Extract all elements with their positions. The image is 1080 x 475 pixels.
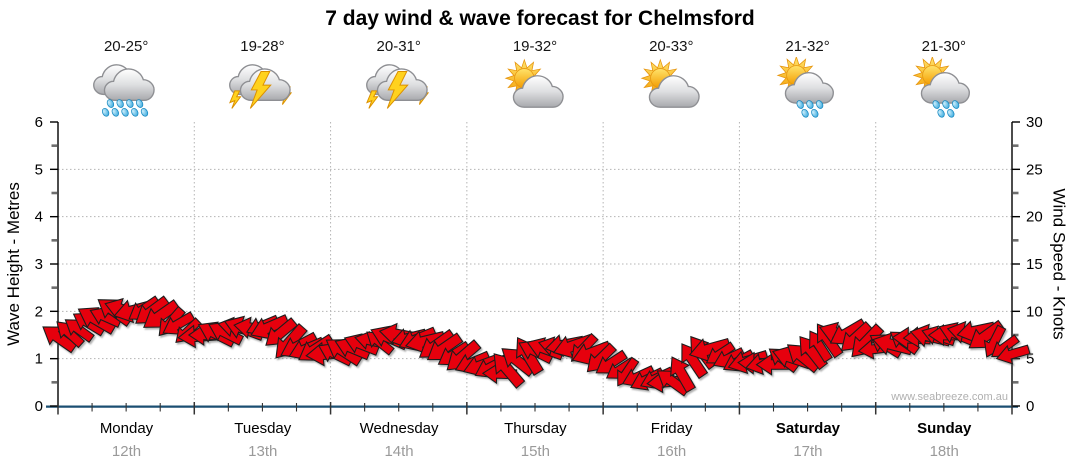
- day-temp-range: 21-32°: [785, 38, 830, 55]
- day-temp-range: 20-33°: [649, 38, 694, 55]
- left-tick-label: 4: [35, 209, 43, 226]
- day-name: Tuesday: [234, 420, 292, 437]
- right-tick-label: 5: [1026, 351, 1034, 368]
- day-name: Monday: [99, 420, 154, 437]
- right-tick-label: 30: [1026, 114, 1043, 131]
- day-date: 18th: [929, 443, 959, 460]
- day-name: Wednesday: [359, 420, 439, 437]
- day-date: 14th: [384, 443, 414, 460]
- weather-icon-partly-cloudy-rain: [889, 57, 999, 119]
- weather-icon-rain: [71, 57, 181, 119]
- left-tick-label: 6: [35, 114, 43, 131]
- y-axis-ticks: 0 1 2 3 4 5 6 0 5 10 15 20 25 30: [35, 114, 1043, 415]
- left-tick-label: 2: [35, 303, 43, 320]
- left-axis-title: Wave Height - Metres: [4, 182, 23, 346]
- weather-icon-partly-cloudy: [616, 57, 726, 119]
- right-tick-label: 0: [1026, 398, 1034, 415]
- weather-icon-partly-cloudy: [480, 57, 590, 119]
- day-temp-range: 19-28°: [240, 38, 285, 55]
- weather-icon-storm: [344, 57, 454, 119]
- wind-arrows: [42, 295, 1031, 397]
- watermark: www.seabreeze.com.au: [890, 391, 1008, 403]
- day-date: 12th: [111, 443, 142, 460]
- left-tick-label: 0: [35, 398, 43, 415]
- day-temp-range: 20-31°: [376, 38, 421, 55]
- weather-icon-storm: [207, 57, 317, 119]
- day-date: 15th: [520, 443, 550, 460]
- left-axis-title-wrap: Wave Height - Metres: [0, 122, 29, 406]
- right-axis-title: Wind Speed - Knots: [1050, 188, 1070, 340]
- day-temp-range: 19-32°: [512, 38, 558, 55]
- chart-title: 7 day wind & wave forecast for Chelmsfor…: [325, 7, 755, 30]
- day-date: 13th: [248, 443, 278, 460]
- day-temp-range: 21-30°: [921, 38, 967, 55]
- x-axis-ticks: [57, 402, 1013, 415]
- left-tick-label: 5: [35, 161, 43, 178]
- day-name: Friday: [650, 420, 693, 437]
- right-axis-title-wrap: Wind Speed - Knots: [1044, 122, 1074, 406]
- right-tick-label: 20: [1026, 209, 1043, 226]
- right-tick-label: 25: [1026, 161, 1043, 178]
- day-name: Thursday: [504, 420, 567, 437]
- day-name: Sunday: [917, 420, 972, 437]
- left-tick-label: 3: [35, 256, 43, 273]
- right-tick-label: 10: [1026, 303, 1043, 320]
- weather-icon-partly-cloudy-rain: [753, 57, 863, 119]
- right-tick-label: 15: [1026, 256, 1043, 273]
- day-temp-range: 20-25°: [103, 38, 149, 55]
- day-name: Saturday: [775, 420, 841, 437]
- day-date: 16th: [657, 443, 687, 460]
- day-date: 17th: [793, 443, 823, 460]
- left-tick-label: 1: [35, 351, 43, 368]
